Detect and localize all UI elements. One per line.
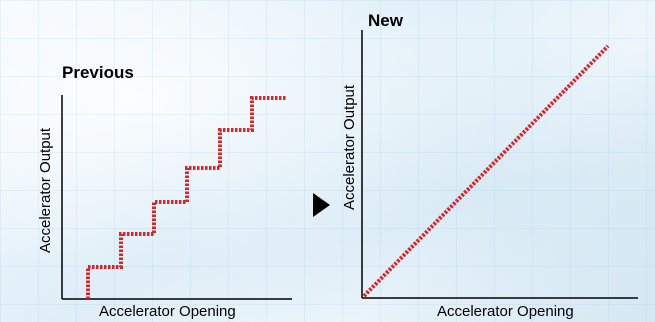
new-y-label: Accelerator Output <box>341 84 358 210</box>
new-title: New <box>368 11 404 30</box>
right-triangle-arrow-icon <box>313 193 330 217</box>
previous-staircase-curve <box>86 96 287 299</box>
new-panel: New Accelerator Output Accelerator Openi… <box>341 11 638 320</box>
previous-x-label: Accelerator Opening <box>99 303 236 320</box>
new-linear-curve <box>362 44 610 298</box>
previous-y-label: Accelerator Output <box>37 127 54 253</box>
previous-panel: Previous Accelerator Output Accelerator … <box>37 63 292 320</box>
previous-title: Previous <box>62 63 134 82</box>
new-x-label: Accelerator Opening <box>437 303 574 320</box>
